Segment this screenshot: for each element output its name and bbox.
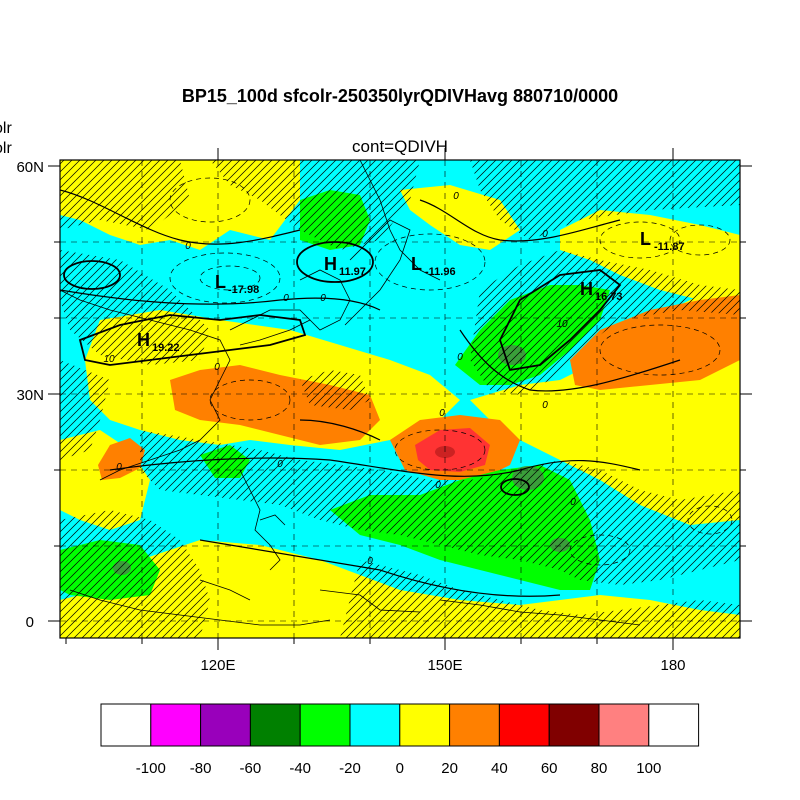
plot-title: BP15_100d sfcolr-250350lyrQDIVHavg 88071… [181,86,619,106]
x-tick-label-150e: 150E [427,657,462,674]
contour-label: 0 [542,400,548,411]
colorbar-label: 100 [636,760,661,777]
y-tick-label-30n: 30N [16,387,44,404]
contour-label: 0 [367,556,373,567]
pressure-label-kind: L [411,254,422,274]
colorbar-label: 60 [541,760,558,777]
y-tick-label-60n: 60N [16,159,44,176]
contour-label: 10 [103,354,115,365]
colorbar-swatch [648,703,700,747]
contour-label: 0 [570,497,576,508]
left-variable-label-2: olr [0,140,12,157]
contour-label: 0 [453,191,459,202]
contour-label: 0 [435,480,441,491]
plot-frame [59,159,741,639]
pressure-label-value: 16.73 [595,291,623,303]
pressure-label-kind: L [640,229,651,249]
contour-label: 0 [457,352,463,363]
colorbar-swatch [349,703,401,747]
hatch-region-4 [60,250,210,365]
orange-region-east [570,295,740,390]
positive-contours [60,189,681,597]
x-tick-label-120e: 120E [200,657,235,674]
pressure-label-value: -11.87 [654,241,685,253]
hatch-region-3 [470,160,740,240]
pressure-labels: H 11.97 L -11.96 L -11.87 L -17.98 H 16.… [137,229,685,354]
y-axis-ticks [48,165,752,622]
contour-label: 0 [439,408,445,419]
colorbar [100,703,700,747]
yellow-region-south [60,540,740,638]
pressure-label-kind: H [324,254,337,274]
colorbar-label: 80 [591,760,608,777]
y-tick-label-0: 0 [26,614,34,631]
gridlines [60,160,740,638]
colorbar-label: 20 [441,760,458,777]
colorbar-swatch [100,703,152,747]
pressure-label-kind: H [137,330,150,350]
hatch-region-9 [60,510,210,638]
orange-region-west [98,438,145,480]
hatch-region-10 [340,560,740,638]
pressure-label-value: 19.22 [152,342,180,354]
pressure-label-value: -17.98 [228,284,259,296]
hatch-region-1 [60,160,190,230]
pressure-label-value: -11.96 [425,266,456,278]
contour-label: 0 [214,362,220,373]
colorbar-labels: -100 -80 -60 -40 -20 0 20 40 60 80 100 [136,760,662,777]
colorbar-label: -80 [190,760,212,777]
colorbar-label: -40 [289,760,311,777]
x-axis-ticks [65,148,674,650]
negative-contours [169,177,733,566]
x-tick-label-180: 180 [660,657,685,674]
colorbar-swatch [598,703,650,747]
hatch-region-5 [470,250,740,395]
coastline-asia [60,289,311,481]
coastline-new-guinea [439,599,641,626]
contour-label: 0 [283,293,289,304]
contour-label: 0 [116,462,122,473]
contour-value-labels: 0 0 0 0 0 0 0 0 0 0 0 0 0 0 10 10 [103,191,576,567]
pressure-label-kind: H [580,279,593,299]
left-variable-label-1: olr [0,120,12,137]
hatch-region-7 [60,360,110,460]
coastline-east-asia-north [359,160,441,281]
hatch-region-2 [210,160,420,250]
colorbar-swatch [150,703,202,747]
colorbar-label: -20 [339,760,361,777]
colorbar-swatch [249,703,301,747]
colorbar-swatch [299,703,351,747]
coastline-philippines [239,469,286,571]
hatch-region-6 [300,370,370,410]
pressure-label-value: 11.97 [339,266,366,278]
contour-label: 10 [556,319,568,330]
yellow-region-north-east [560,210,740,300]
colorbar-label: 0 [396,760,404,777]
colorbar-swatch [449,703,500,747]
contour-label: 0 [542,229,548,240]
colorbar-label: -60 [240,760,262,777]
contour-subtitle: cont=QDIVH [352,137,448,156]
contour-label: 0 [320,293,326,304]
colorbar-label: 40 [491,760,508,777]
contour-label: 0 [277,459,283,470]
contour-label: 0 [185,241,191,252]
colorbar-swatch [498,703,550,747]
coastline-korea-japan [299,219,411,331]
colorbar-label: -100 [136,760,166,777]
colorbar-swatch [548,703,600,747]
pressure-label-kind: L [215,272,226,292]
colorbar-swatch [399,703,451,747]
colorbar-swatch [200,703,251,747]
map-plot-area [60,160,740,638]
